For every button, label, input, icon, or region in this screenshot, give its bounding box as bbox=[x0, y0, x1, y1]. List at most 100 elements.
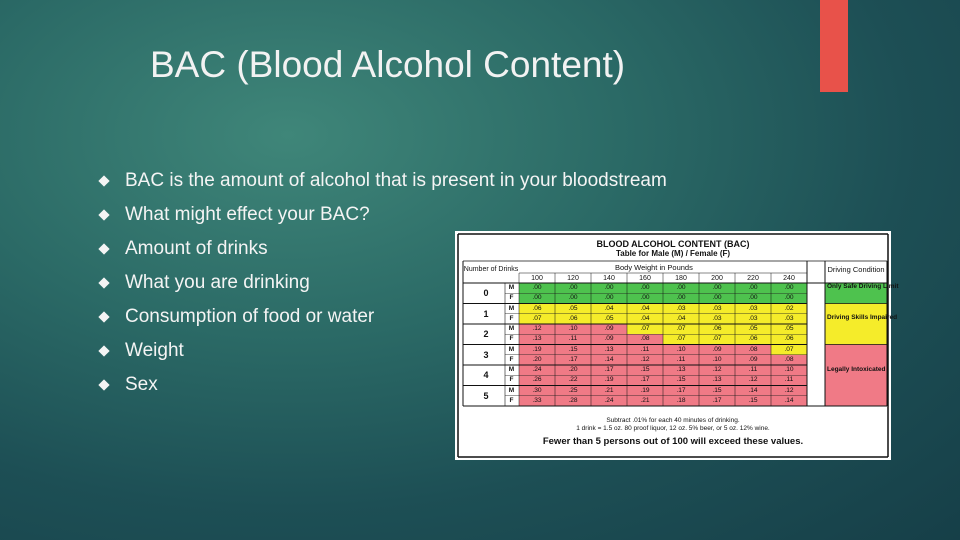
bac-value: .00 bbox=[712, 284, 722, 291]
bac-cell-bg bbox=[519, 293, 555, 304]
bac-cell-bg bbox=[627, 354, 663, 365]
bac-cell-bg bbox=[519, 344, 555, 355]
bullet-item: What might effect your BAC? bbox=[98, 198, 667, 232]
bac-cell-bg bbox=[519, 313, 555, 324]
bac-value: .03 bbox=[784, 314, 794, 322]
bullet-item: Weight bbox=[98, 334, 667, 368]
bac-cell-bg bbox=[771, 344, 807, 355]
sex-label: M bbox=[508, 304, 515, 312]
bac-cell-bg bbox=[627, 303, 663, 314]
bac-value: .07 bbox=[640, 325, 650, 332]
bac-cell-bg bbox=[735, 385, 771, 396]
sex-label: M bbox=[508, 386, 515, 394]
condition-header: Driving Condition bbox=[827, 265, 885, 274]
bac-cell-bg bbox=[627, 365, 663, 376]
bac-cell-bg bbox=[555, 385, 591, 396]
bac-value: .15 bbox=[748, 396, 758, 404]
condition-intoxicated-bg bbox=[825, 344, 887, 406]
bac-value: .12 bbox=[712, 366, 722, 373]
bac-cell-bg bbox=[627, 313, 663, 324]
bac-cell-bg bbox=[735, 344, 771, 355]
bac-cell-bg bbox=[591, 354, 627, 365]
bac-cell-bg bbox=[699, 283, 735, 294]
bac-value: .00 bbox=[568, 284, 578, 291]
slide-title: BAC (Blood Alcohol Content) bbox=[150, 44, 626, 85]
bac-value: .17 bbox=[640, 376, 650, 384]
bac-value: .13 bbox=[676, 366, 686, 373]
bac-value: .12 bbox=[640, 355, 650, 363]
bac-value: .08 bbox=[784, 355, 794, 363]
bac-value: .28 bbox=[568, 396, 578, 404]
bac-value: .07 bbox=[712, 335, 722, 343]
bac-value: .11 bbox=[784, 376, 794, 384]
bullet-item: BAC is the amount of alcohol that is pre… bbox=[98, 164, 667, 198]
bac-value: .04 bbox=[676, 314, 686, 322]
bac-cell-bg bbox=[555, 324, 591, 335]
weight-label: 240 bbox=[783, 275, 795, 282]
bac-value: .09 bbox=[604, 335, 614, 343]
bac-cell-bg bbox=[555, 344, 591, 355]
footnote-emphasis: Fewer than 5 persons out of 100 will exc… bbox=[542, 436, 804, 447]
bac-value: .14 bbox=[748, 386, 758, 394]
bac-table-grid bbox=[457, 233, 889, 458]
bac-table-subtitle: Table for Male (M) / Female (F) bbox=[615, 249, 731, 258]
drinks-label: 5 bbox=[483, 390, 489, 401]
bac-value: .00 bbox=[640, 284, 650, 291]
bac-value: .24 bbox=[604, 396, 614, 404]
bac-cell-bg bbox=[699, 365, 735, 376]
bac-cell-bg bbox=[699, 375, 735, 386]
bac-value: .11 bbox=[568, 335, 578, 343]
bac-value: .14 bbox=[604, 355, 614, 363]
bac-value: .00 bbox=[784, 294, 794, 302]
bac-cell-bg bbox=[519, 334, 555, 345]
bac-value: .05 bbox=[568, 304, 578, 312]
bac-value: .21 bbox=[604, 386, 614, 394]
bac-value: .00 bbox=[784, 284, 794, 291]
bac-value: .00 bbox=[748, 284, 758, 291]
bac-cell-bg bbox=[555, 283, 591, 294]
bac-value: .03 bbox=[712, 304, 722, 312]
bac-cell-bg bbox=[555, 354, 591, 365]
weight-label: 120 bbox=[567, 275, 579, 282]
bac-cell-bg bbox=[771, 385, 807, 396]
bac-value: .00 bbox=[640, 294, 650, 302]
bac-cell-bg bbox=[627, 283, 663, 294]
bac-cell-bg bbox=[555, 375, 591, 386]
bac-value: .15 bbox=[640, 366, 650, 373]
bac-value: .10 bbox=[676, 345, 686, 353]
condition-impaired-bg bbox=[825, 303, 887, 345]
bac-value: .17 bbox=[676, 386, 686, 394]
bac-cell-bg bbox=[771, 313, 807, 324]
bac-cell-bg bbox=[627, 344, 663, 355]
drinks-label: 0 bbox=[483, 288, 489, 298]
weight-label: 100 bbox=[531, 275, 543, 282]
bac-cell-bg bbox=[519, 395, 555, 406]
drinks-label: 4 bbox=[483, 370, 489, 380]
bac-value: .08 bbox=[748, 345, 758, 353]
bac-value: .06 bbox=[712, 325, 722, 332]
bac-cell-bg bbox=[771, 365, 807, 376]
bullet-item: What you are drinking bbox=[98, 266, 667, 300]
bac-cell-bg bbox=[735, 334, 771, 345]
drinks-label: 1 bbox=[483, 308, 489, 319]
weight-label: 200 bbox=[711, 275, 723, 282]
bac-value: .05 bbox=[604, 314, 614, 322]
bac-cell-bg bbox=[591, 324, 627, 335]
weight-label: 140 bbox=[603, 275, 615, 282]
bac-value: .00 bbox=[748, 294, 758, 302]
bac-cell-bg bbox=[555, 303, 591, 314]
bac-cell-bg bbox=[771, 375, 807, 386]
bac-cell-bg bbox=[699, 354, 735, 365]
condition-impaired: Driving Skills Impaired bbox=[827, 313, 898, 321]
diamond-bullet-icon bbox=[98, 209, 110, 221]
bac-cell-bg bbox=[627, 293, 663, 304]
bac-cell-bg bbox=[663, 334, 699, 345]
footnote: Subtract .01% for each 40 minutes of dri… bbox=[606, 417, 740, 424]
bac-value: .00 bbox=[676, 294, 686, 302]
bac-cell-bg bbox=[555, 395, 591, 406]
bac-cell-bg bbox=[627, 395, 663, 406]
sex-label: M bbox=[508, 325, 515, 332]
bac-cell-bg bbox=[663, 354, 699, 365]
drinks-label: 2 bbox=[483, 329, 489, 339]
bac-value: .22 bbox=[568, 376, 578, 384]
